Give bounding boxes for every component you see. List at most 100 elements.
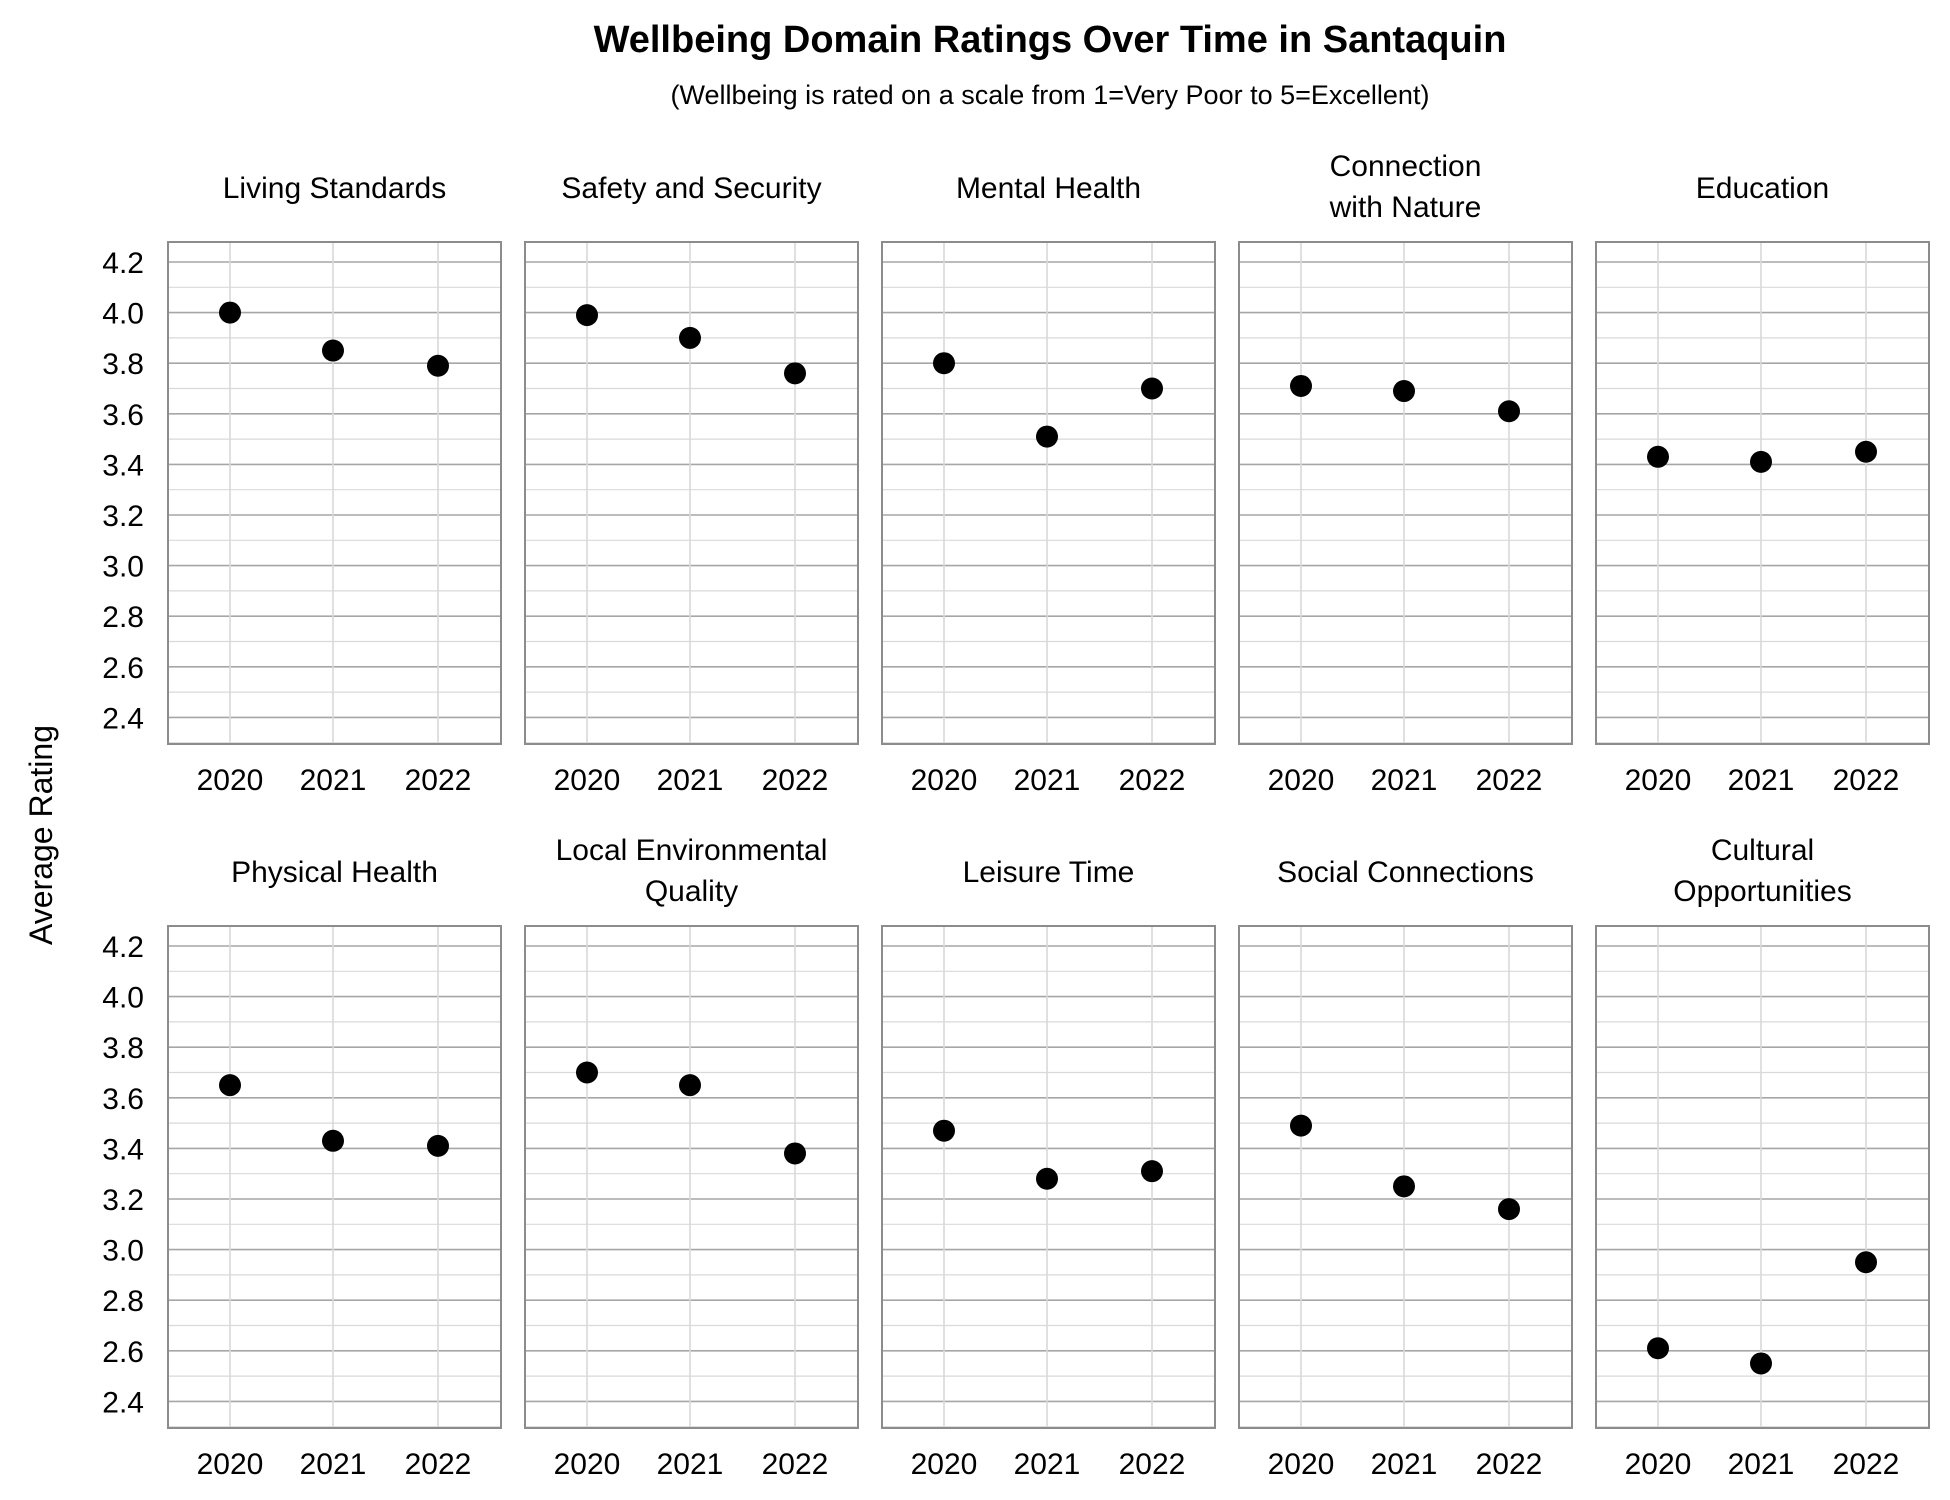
x-tick-label: 2022 bbox=[1833, 764, 1900, 797]
panel-frame bbox=[1238, 925, 1573, 1429]
panels: Living Standards 2020 2021 2022 4.2 4.0 3.8 3.6… bbox=[102, 150, 1930, 1481]
y-tick-label: 3.0 bbox=[102, 1235, 144, 1268]
panel-title: with Nature bbox=[1329, 191, 1482, 224]
x-tick-label: 2020 bbox=[554, 1448, 621, 1481]
x-tick-label: 2021 bbox=[1728, 764, 1795, 797]
data-point bbox=[1750, 1352, 1772, 1375]
y-tick-label: 4.2 bbox=[102, 247, 144, 280]
data-point bbox=[1647, 1337, 1669, 1360]
panel-frame bbox=[1595, 925, 1930, 1429]
data-point bbox=[1290, 1114, 1312, 1137]
data-point bbox=[784, 1142, 806, 1165]
panel-frame bbox=[167, 241, 502, 745]
x-tick-label: 2020 bbox=[197, 1448, 264, 1481]
x-tick-label: 2022 bbox=[405, 1448, 472, 1481]
panel-frame bbox=[524, 241, 859, 745]
data-point bbox=[576, 304, 598, 327]
panel-title: Opportunities bbox=[1673, 875, 1851, 908]
y-tick-label: 3.2 bbox=[102, 1184, 144, 1217]
panel-title: Quality bbox=[645, 875, 738, 908]
panel-title: Physical Health bbox=[231, 856, 438, 889]
data-point bbox=[1393, 380, 1415, 403]
y-tick-label: 3.0 bbox=[102, 551, 144, 584]
x-tick-label: 2020 bbox=[1268, 1448, 1335, 1481]
x-tick-label: 2022 bbox=[1476, 764, 1543, 797]
panel-frame bbox=[1595, 241, 1930, 745]
x-tick-label: 2021 bbox=[300, 764, 367, 797]
y-tick-label: 2.6 bbox=[102, 1336, 144, 1369]
panel-frame bbox=[881, 241, 1216, 745]
panel-title: Leisure Time bbox=[963, 856, 1135, 889]
y-tick-label: 2.4 bbox=[102, 1386, 144, 1419]
data-point bbox=[427, 354, 449, 377]
data-point bbox=[1750, 450, 1772, 473]
data-point bbox=[322, 1129, 344, 1152]
panel-title: Mental Health bbox=[956, 172, 1141, 205]
x-tick-label: 2021 bbox=[1014, 1448, 1081, 1481]
panel-title: Local Environmental bbox=[556, 834, 828, 867]
x-tick-label: 2022 bbox=[762, 764, 829, 797]
data-point bbox=[784, 362, 806, 385]
panel-title: Living Standards bbox=[223, 172, 446, 205]
y-tick-label: 2.8 bbox=[102, 1285, 144, 1318]
data-point bbox=[1393, 1175, 1415, 1198]
y-tick-label: 2.8 bbox=[102, 601, 144, 634]
y-axis-label: Average Rating bbox=[23, 725, 59, 945]
panel-title: Cultural bbox=[1711, 834, 1814, 867]
x-tick-label: 2020 bbox=[197, 764, 264, 797]
data-point bbox=[1141, 377, 1163, 400]
x-tick-label: 2022 bbox=[1476, 1448, 1543, 1481]
chart-title: Wellbeing Domain Ratings Over Time in Sa… bbox=[594, 19, 1507, 61]
x-tick-label: 2021 bbox=[1371, 1448, 1438, 1481]
y-tick-label: 3.4 bbox=[102, 1133, 144, 1166]
chart-subtitle: (Wellbeing is rated on a scale from 1=Ve… bbox=[671, 80, 1430, 110]
x-tick-label: 2022 bbox=[1119, 1448, 1186, 1481]
x-tick-label: 2021 bbox=[1728, 1448, 1795, 1481]
data-point bbox=[322, 339, 344, 362]
y-tick-label: 2.4 bbox=[102, 702, 144, 735]
panel-title: Connection bbox=[1330, 150, 1482, 183]
x-tick-label: 2021 bbox=[1371, 764, 1438, 797]
x-tick-label: 2021 bbox=[657, 764, 724, 797]
x-tick-label: 2022 bbox=[1119, 764, 1186, 797]
x-tick-label: 2020 bbox=[554, 764, 621, 797]
data-point bbox=[219, 301, 241, 324]
data-point bbox=[933, 1119, 955, 1142]
panel-frame bbox=[167, 925, 502, 1429]
x-tick-label: 2020 bbox=[1268, 764, 1335, 797]
data-point bbox=[1036, 1167, 1058, 1190]
y-tick-label: 3.6 bbox=[102, 399, 144, 432]
x-tick-label: 2022 bbox=[405, 764, 472, 797]
panel-title: Education bbox=[1696, 172, 1829, 205]
data-point bbox=[1855, 440, 1877, 463]
x-tick-label: 2020 bbox=[1625, 764, 1692, 797]
y-tick-label: 3.2 bbox=[102, 500, 144, 533]
panel-frame bbox=[1238, 241, 1573, 745]
data-point bbox=[1647, 445, 1669, 468]
x-tick-label: 2021 bbox=[657, 1448, 724, 1481]
panel-frame bbox=[524, 925, 859, 1429]
y-tick-label: 4.2 bbox=[102, 931, 144, 964]
data-point bbox=[576, 1061, 598, 1084]
data-point bbox=[1498, 400, 1520, 423]
y-tick-label: 3.6 bbox=[102, 1083, 144, 1116]
x-tick-label: 2022 bbox=[762, 1448, 829, 1481]
x-tick-label: 2021 bbox=[1014, 764, 1081, 797]
data-point bbox=[427, 1134, 449, 1157]
data-point bbox=[1141, 1160, 1163, 1183]
panel-frame bbox=[881, 925, 1216, 1429]
y-tick-label: 2.6 bbox=[102, 652, 144, 685]
x-tick-label: 2021 bbox=[300, 1448, 367, 1481]
data-point bbox=[1036, 425, 1058, 448]
x-tick-label: 2020 bbox=[1625, 1448, 1692, 1481]
y-tick-label: 3.4 bbox=[102, 449, 144, 482]
x-tick-label: 2022 bbox=[1833, 1448, 1900, 1481]
data-point bbox=[1498, 1198, 1520, 1221]
data-point bbox=[219, 1074, 241, 1097]
x-tick-label: 2020 bbox=[911, 764, 978, 797]
data-point bbox=[933, 352, 955, 375]
y-tick-label: 3.8 bbox=[102, 348, 144, 381]
x-tick-label: 2020 bbox=[911, 1448, 978, 1481]
